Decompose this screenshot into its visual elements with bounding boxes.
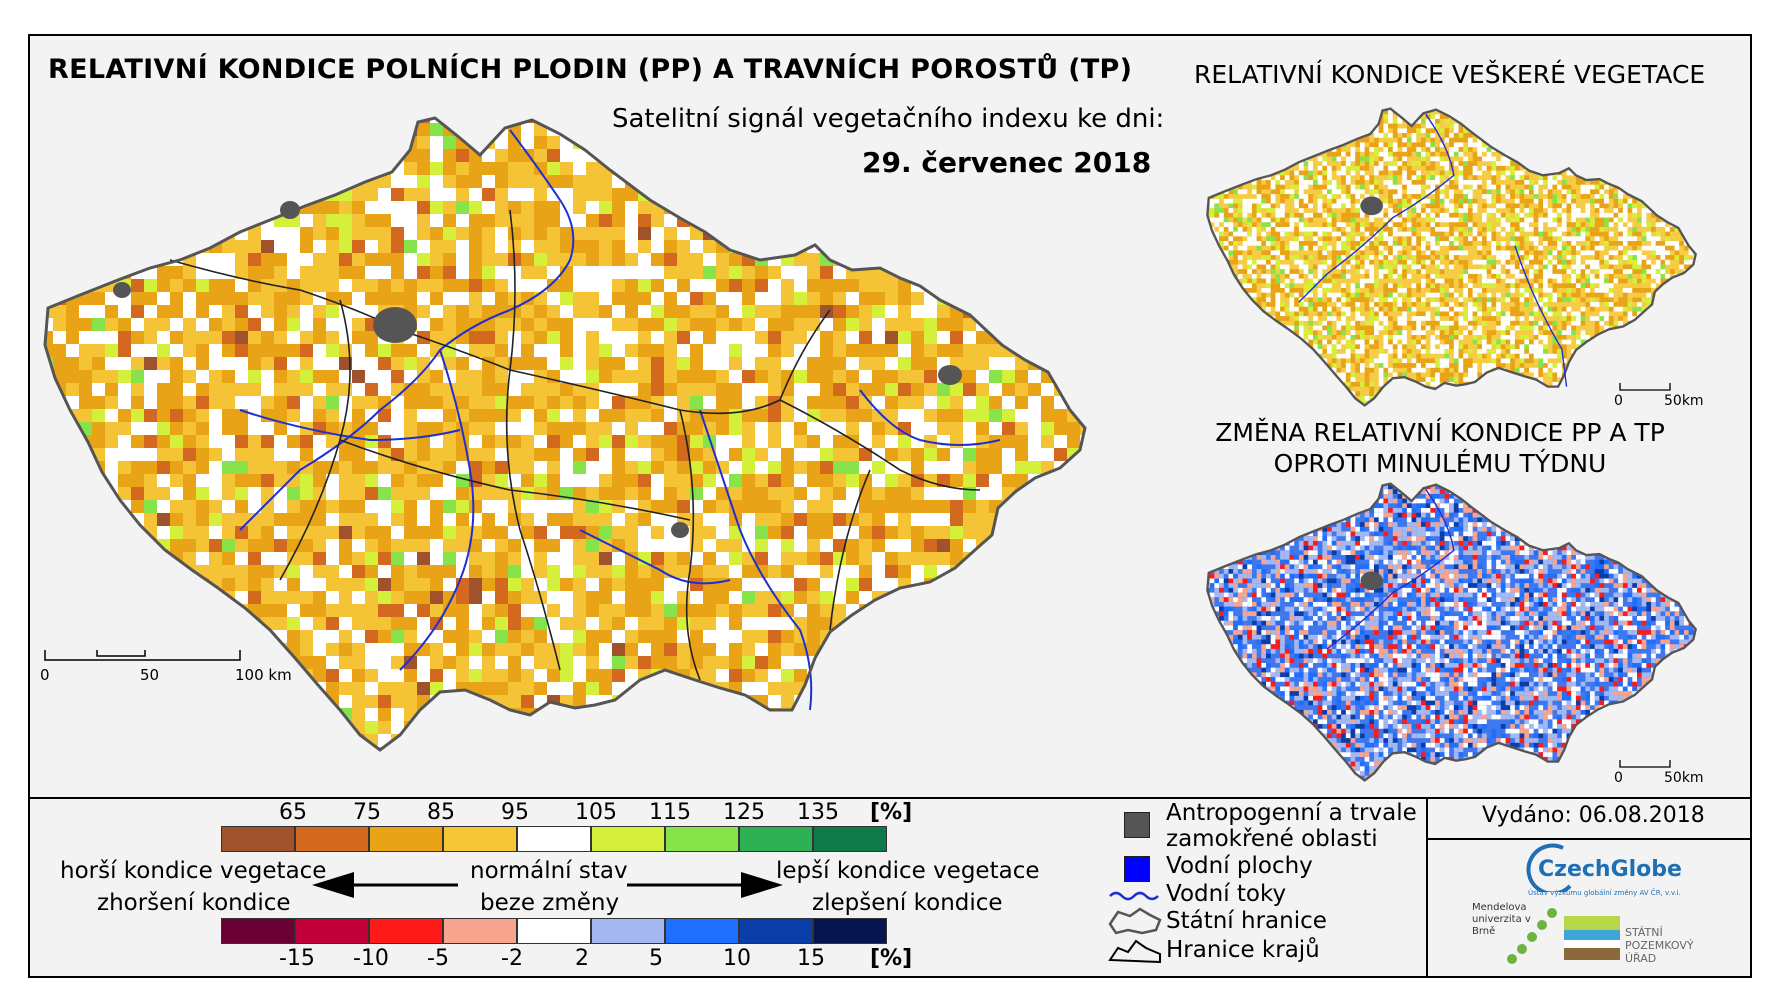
cond-row-swatch <box>221 826 295 852</box>
main-scale-bar <box>44 650 241 661</box>
date-label: 29. červenec 2018 <box>862 146 1152 179</box>
state-border-label: Státní hranice <box>1166 908 1327 934</box>
chg-row-swatch <box>369 918 443 944</box>
condition-unit: [%] <box>870 800 913 825</box>
cond-row-swatch <box>443 826 517 852</box>
vegetation-map-title: RELATIVNÍ KONDICE VEŠKERÉ VEGETACE <box>1194 60 1706 89</box>
main-condition-map: 0 50 100 km <box>40 116 1087 752</box>
change-map-title-line1: ZMĚNA RELATIVNÍ KONDICE PP A TP <box>1215 418 1665 447</box>
water-bodies-label: Vodní plochy <box>1166 853 1313 879</box>
state-border-symbol <box>1108 907 1162 935</box>
legend-separator <box>1426 797 1428 978</box>
issued-date: Vydáno: 06.08.2018 <box>1482 803 1705 828</box>
chg-ticks-label: 10 <box>723 946 751 971</box>
streams-label: Vodní toky <box>1166 881 1287 907</box>
cond-ticks-label: 65 <box>279 800 307 825</box>
change-unit: [%] <box>870 946 913 971</box>
scale-label-0: 0 <box>40 666 50 684</box>
chg-ticks-label: 2 <box>575 946 589 971</box>
anthropogenic-symbol <box>1124 812 1150 838</box>
anthropogenic-label-1: Antropogenní a trvale <box>1166 800 1417 826</box>
chg-row-swatch <box>591 918 665 944</box>
cond-ticks-label: 135 <box>797 800 839 825</box>
chg-row-swatch <box>443 918 517 944</box>
chg-ticks-label: -10 <box>353 946 389 971</box>
czechglobe-logo-icon <box>1526 843 1572 892</box>
legend-divider <box>28 797 1752 799</box>
better-condition-label: lepší kondice vegetace <box>776 858 1040 884</box>
condition-change-map <box>1206 482 1697 782</box>
chg-row-swatch <box>221 918 295 944</box>
region-border-label: Hranice krajů <box>1166 937 1320 963</box>
cond-row-swatch <box>369 826 443 852</box>
anthropogenic-label-2: zamokřené oblasti <box>1166 826 1378 852</box>
czechglobe-logo: CzechGlobe <box>1538 857 1682 882</box>
subtitle: Satelitní signál vegetačního indexu ke d… <box>612 104 1165 134</box>
region-borders <box>169 209 981 681</box>
spu-logo: STÁTNÍ POZEMKOVÝ ÚŘAD <box>1625 926 1694 965</box>
spu-logo-icon <box>1564 916 1620 960</box>
worsening-label: zhoršení kondice <box>97 890 291 916</box>
improvement-label: zlepšení kondice <box>812 890 1003 916</box>
main-title: RELATIVNÍ KONDICE POLNÍCH PLODIN (PP) A … <box>48 54 1133 85</box>
chg-row-swatch <box>739 918 813 944</box>
change-map-title: ZMĚNA RELATIVNÍ KONDICE PP A TP OPROTI M… <box>1200 417 1680 479</box>
anthropogenic-areas <box>113 201 962 538</box>
chg-ticks-label: 5 <box>649 946 663 971</box>
small-scale-bar-1: 0 50km <box>1614 383 1704 408</box>
mendel-dots-icon <box>1507 908 1557 964</box>
change-map-title-line2: OPROTI MINULÉMU TÝDNU <box>1273 449 1607 478</box>
cond-row-swatch <box>813 826 887 852</box>
chg-ticks-label: -5 <box>427 946 449 971</box>
cond-ticks-label: 105 <box>575 800 617 825</box>
issued-separator <box>1428 838 1752 840</box>
normal-state-label: normální stav <box>470 858 628 884</box>
chg-row-swatch <box>665 918 739 944</box>
cond-row-swatch <box>591 826 665 852</box>
right-arrow-icon <box>627 872 783 898</box>
chg-row-swatch <box>517 918 591 944</box>
cond-ticks-label: 85 <box>427 800 455 825</box>
czechglobe-subtitle: Ústav výzkumu globální změny AV ČR, v.v.… <box>1528 889 1681 897</box>
cond-row-swatch <box>295 826 369 852</box>
condition-color-scale <box>221 826 887 852</box>
chg-row-swatch <box>813 918 887 944</box>
vegetation-condition-map <box>1206 107 1697 407</box>
condition-raster <box>45 118 1085 750</box>
region-border-symbol <box>1108 939 1161 964</box>
stream-symbol <box>1109 891 1159 901</box>
mendel-university-logo: Mendelova univerzita v Brně <box>1472 902 1531 937</box>
cond-row-swatch <box>739 826 813 852</box>
cond-ticks-label: 125 <box>723 800 765 825</box>
worse-condition-label: horší kondice vegetace <box>60 858 327 884</box>
rivers <box>239 129 1001 711</box>
scale-label-50: 50 <box>140 666 159 684</box>
cond-ticks-label: 95 <box>501 800 529 825</box>
chg-row-swatch <box>295 918 369 944</box>
left-arrow-icon <box>312 872 458 898</box>
chg-ticks-label: -15 <box>279 946 315 971</box>
small-scale-bar-2: 0 50km <box>1614 760 1704 785</box>
water-body-symbol <box>1124 856 1150 882</box>
chg-ticks-label: 15 <box>797 946 825 971</box>
cond-row-swatch <box>517 826 591 852</box>
no-change-label: beze změny <box>480 890 620 916</box>
chg-ticks-label: -2 <box>501 946 523 971</box>
cond-row-swatch <box>665 826 739 852</box>
cond-ticks-label: 75 <box>353 800 381 825</box>
cond-ticks-label: 115 <box>649 800 691 825</box>
scale-label-100: 100 km <box>235 666 292 684</box>
change-color-scale <box>221 918 887 944</box>
